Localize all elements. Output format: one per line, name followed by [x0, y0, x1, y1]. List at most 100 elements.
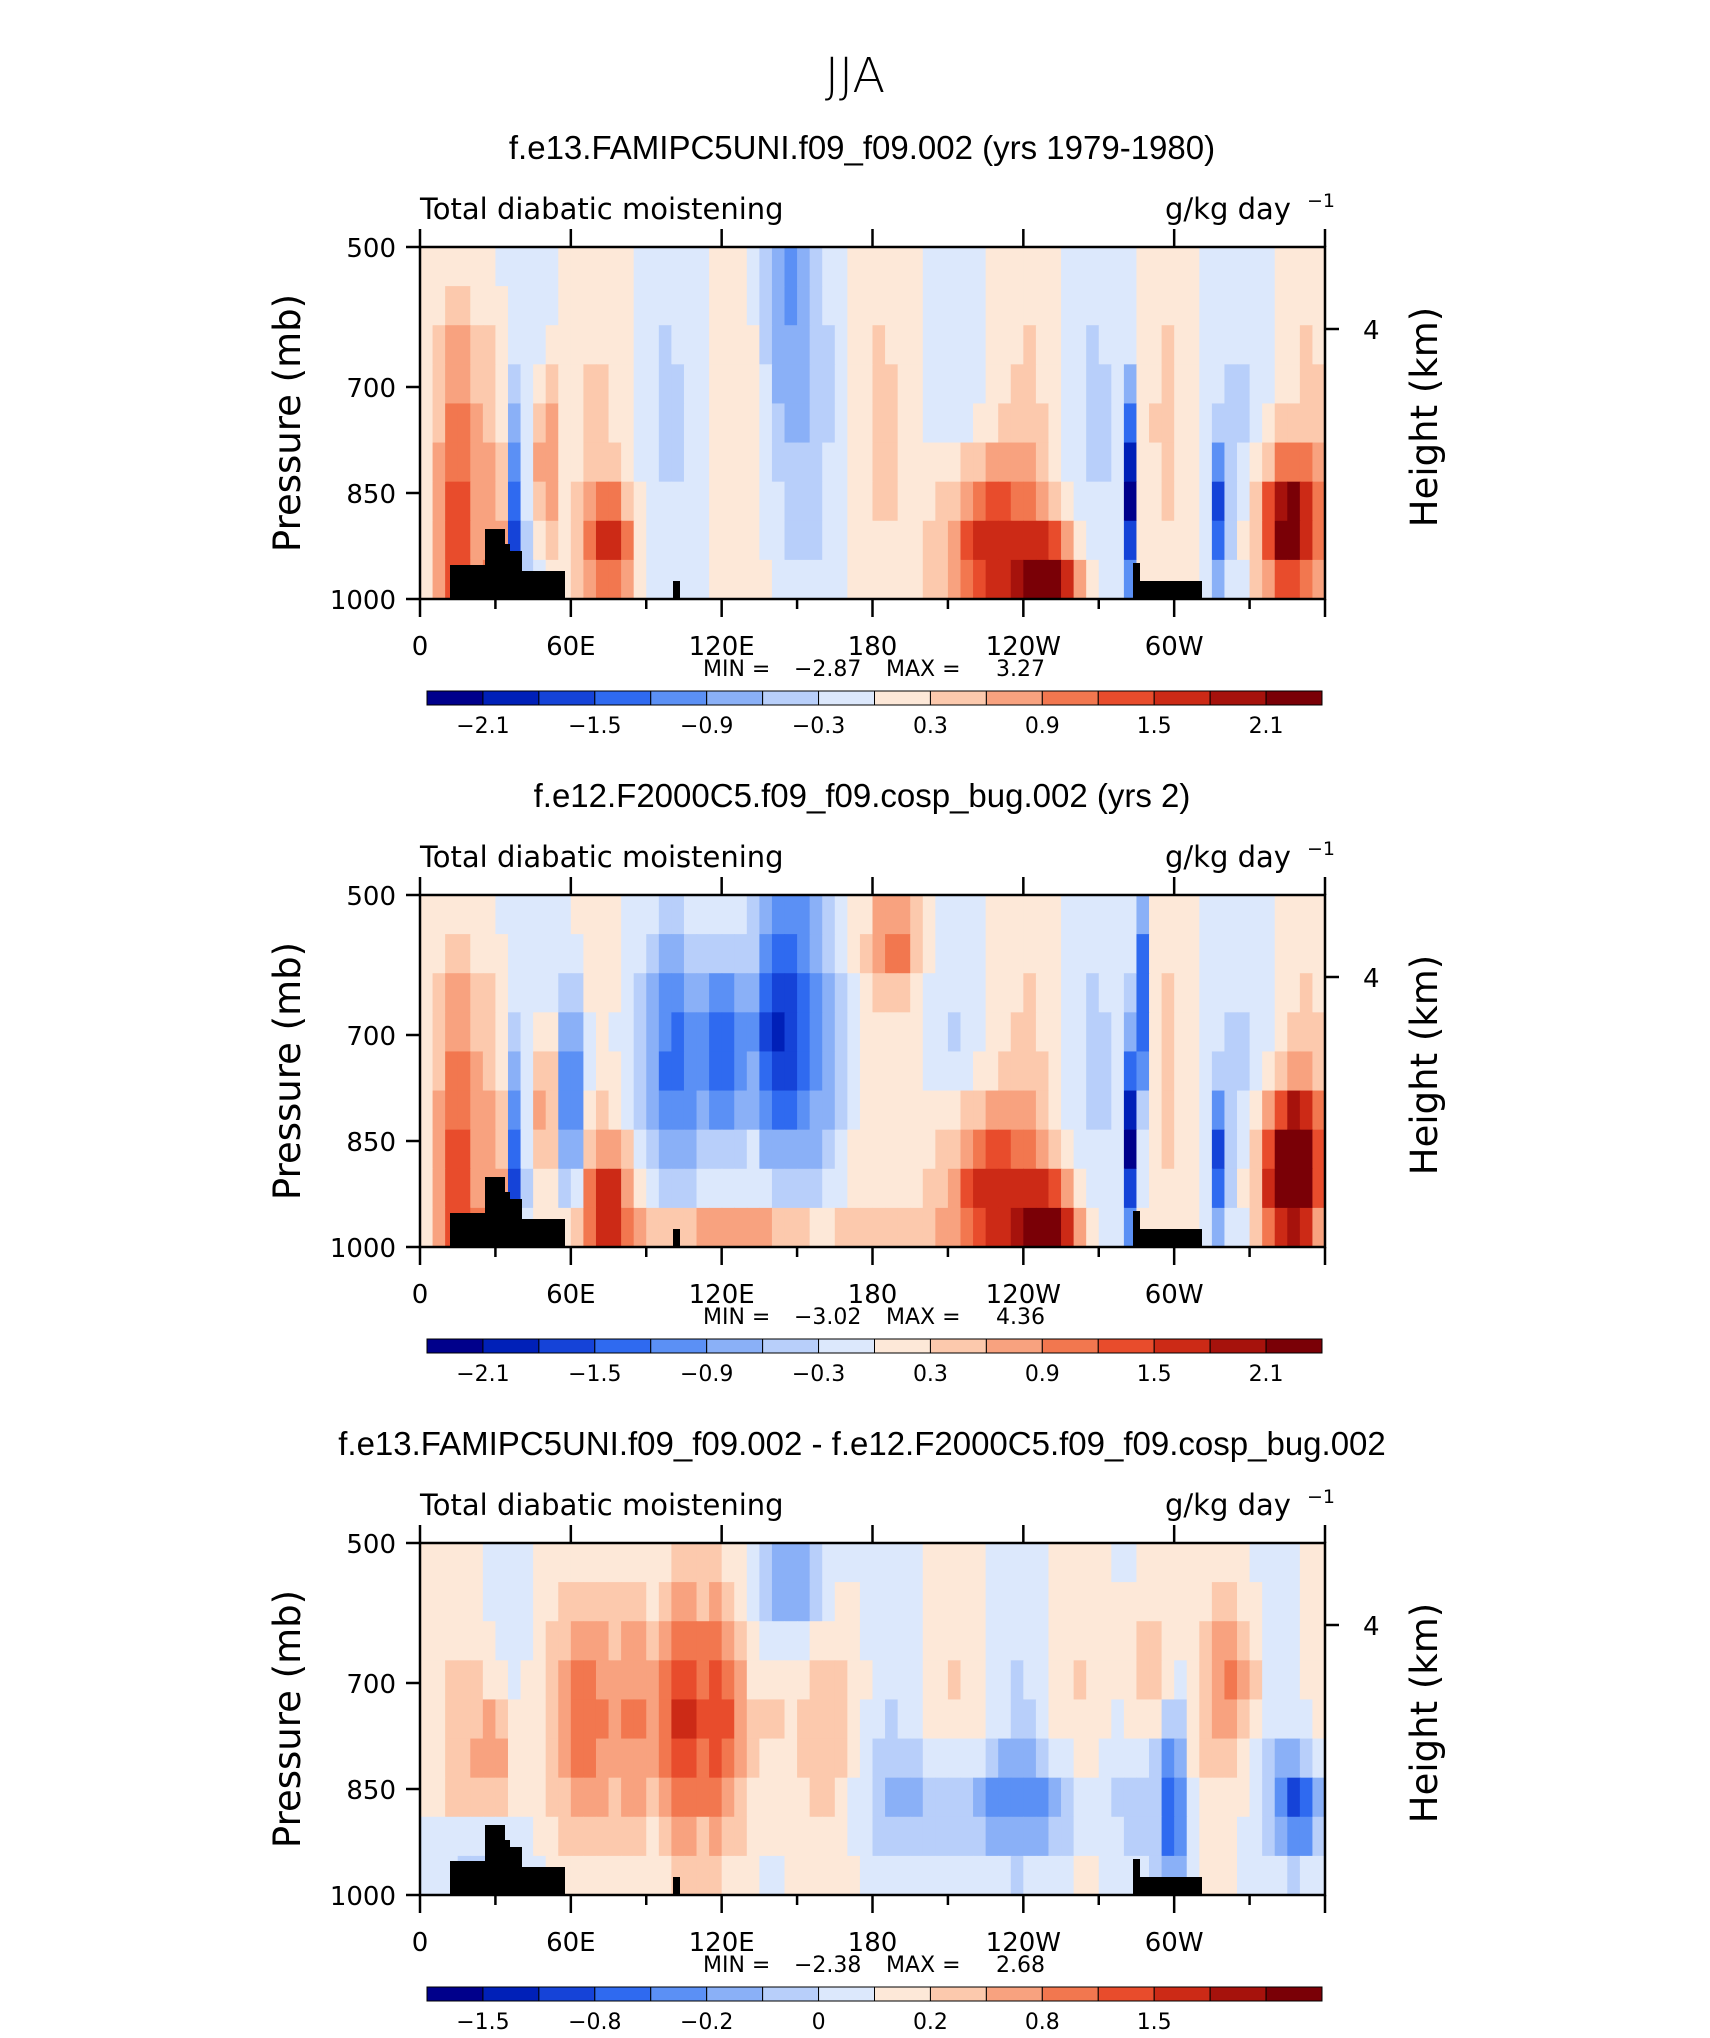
- heatmap-cell: [897, 1012, 911, 1053]
- heatmap-cell: [746, 520, 760, 561]
- heatmap-cell: [671, 1090, 685, 1131]
- heatmap-cell: [420, 1168, 434, 1209]
- colorbar-swatch: [538, 690, 596, 706]
- heatmap-cell: [985, 247, 999, 287]
- stat-max-value: 2.68: [996, 1953, 1045, 1978]
- heatmap-cell: [1123, 1051, 1138, 1092]
- heatmap-cell: [608, 325, 622, 365]
- heatmap-cell: [1199, 286, 1213, 326]
- heatmap-cell: [1186, 1543, 1200, 1583]
- heatmap-cell: [533, 442, 547, 483]
- heatmap-cell: [822, 934, 836, 974]
- heatmap-cell: [834, 442, 848, 483]
- heatmap-cell: [897, 364, 911, 405]
- x-tick-label: 0: [412, 632, 429, 662]
- heatmap-cell: [1048, 520, 1062, 561]
- heatmap-cell: [1149, 1699, 1163, 1740]
- y-axis-label: Pressure (mb): [266, 1590, 309, 1848]
- heatmap-cell: [897, 520, 911, 561]
- heatmap-cell: [960, 325, 974, 365]
- heatmap-cell: [621, 442, 635, 483]
- heatmap-cell: [771, 973, 786, 1013]
- heatmap-cell: [420, 1660, 434, 1701]
- heatmap-cell: [885, 442, 899, 483]
- heatmap-cell: [721, 286, 735, 326]
- heatmap-cell: [784, 286, 798, 326]
- heatmap-cell: [696, 1012, 710, 1053]
- heatmap-cell: [671, 895, 685, 935]
- heatmap-cell: [897, 1699, 911, 1740]
- heatmap-cell: [960, 1699, 974, 1740]
- heatmap-cell: [520, 934, 534, 974]
- units-exponent: −1: [1307, 190, 1335, 212]
- heatmap-cell: [935, 559, 949, 600]
- heatmap-cell: [784, 364, 798, 405]
- heatmap-cell: [432, 1090, 446, 1131]
- heatmap-cell: [1149, 1543, 1163, 1583]
- heatmap-cell: [507, 325, 522, 365]
- heatmap-cell: [1186, 1738, 1200, 1779]
- heatmap-cell: [1035, 895, 1050, 935]
- heatmap-cell: [910, 973, 924, 1013]
- heatmap-cell: [947, 895, 962, 935]
- heatmap-cell: [1136, 934, 1150, 974]
- heatmap-cell: [1199, 1777, 1213, 1818]
- heatmap-cell: [1224, 1816, 1238, 1857]
- heatmap-cell: [1211, 1051, 1226, 1092]
- heatmap-cell: [1086, 559, 1100, 600]
- heatmap-cell: [570, 1699, 585, 1740]
- heatmap-cell: [1199, 934, 1213, 974]
- heatmap-cell: [671, 520, 685, 561]
- heatmap-cell: [1023, 559, 1037, 600]
- heatmap-cell: [872, 1051, 886, 1092]
- heatmap-cell: [1174, 520, 1188, 561]
- heatmap-cell: [520, 1660, 534, 1701]
- heatmap-cell: [809, 247, 823, 287]
- heatmap-cell: [545, 1660, 559, 1701]
- heatmap-cell: [482, 1777, 497, 1818]
- heatmap-cell: [696, 934, 710, 974]
- heatmap-cell: [595, 934, 610, 974]
- heatmap-cell: [1061, 1168, 1075, 1209]
- heatmap-cell: [847, 1777, 861, 1818]
- heatmap-cell: [1211, 481, 1226, 522]
- heatmap-cell: [746, 364, 760, 405]
- heatmap-cell: [420, 481, 434, 522]
- heatmap-cell: [570, 1660, 585, 1701]
- heatmap-cell: [973, 895, 987, 935]
- heatmap-cell: [683, 1543, 698, 1583]
- heatmap-cell: [922, 1168, 936, 1209]
- heatmap-cell: [432, 520, 446, 561]
- heatmap-cell: [797, 895, 811, 935]
- heatmap-cell: [897, 286, 911, 326]
- heatmap-cell: [1136, 1699, 1150, 1740]
- heatmap-cell: [734, 325, 748, 365]
- heatmap-cell: [533, 1543, 547, 1583]
- heatmap-cell: [1010, 520, 1024, 561]
- heatmap-cell: [457, 286, 471, 326]
- colorbar-swatch: [706, 1338, 764, 1354]
- heatmap-cell: [1262, 481, 1276, 522]
- heatmap-cell: [658, 481, 672, 522]
- heatmap-cell: [1136, 1621, 1150, 1661]
- heatmap-cell: [558, 1012, 572, 1053]
- heatmap-cell: [859, 1051, 874, 1092]
- colorbar-swatch: [1209, 1986, 1267, 2002]
- heatmap-cell: [1149, 403, 1163, 444]
- y-axis-label: Pressure (mb): [266, 294, 309, 552]
- heatmap-cell: [1061, 1582, 1075, 1622]
- heatmap-cell: [545, 286, 559, 326]
- heatmap-cell: [784, 481, 798, 522]
- heatmap-cell: [570, 247, 585, 287]
- heatmap-cell: [859, 973, 874, 1013]
- heatmap-cell: [595, 325, 610, 365]
- colorbar-label: 0.3: [913, 1362, 948, 1387]
- heatmap-cell: [998, 286, 1012, 326]
- colorbar-swatch: [1097, 1338, 1155, 1354]
- heatmap-cell: [1249, 1543, 1263, 1583]
- heatmap-cell: [558, 1699, 572, 1740]
- heatmap-cell: [797, 1660, 811, 1701]
- heatmap-cell: [696, 559, 710, 600]
- heatmap-cell: [809, 364, 823, 405]
- heatmap-cell: [1123, 1543, 1138, 1583]
